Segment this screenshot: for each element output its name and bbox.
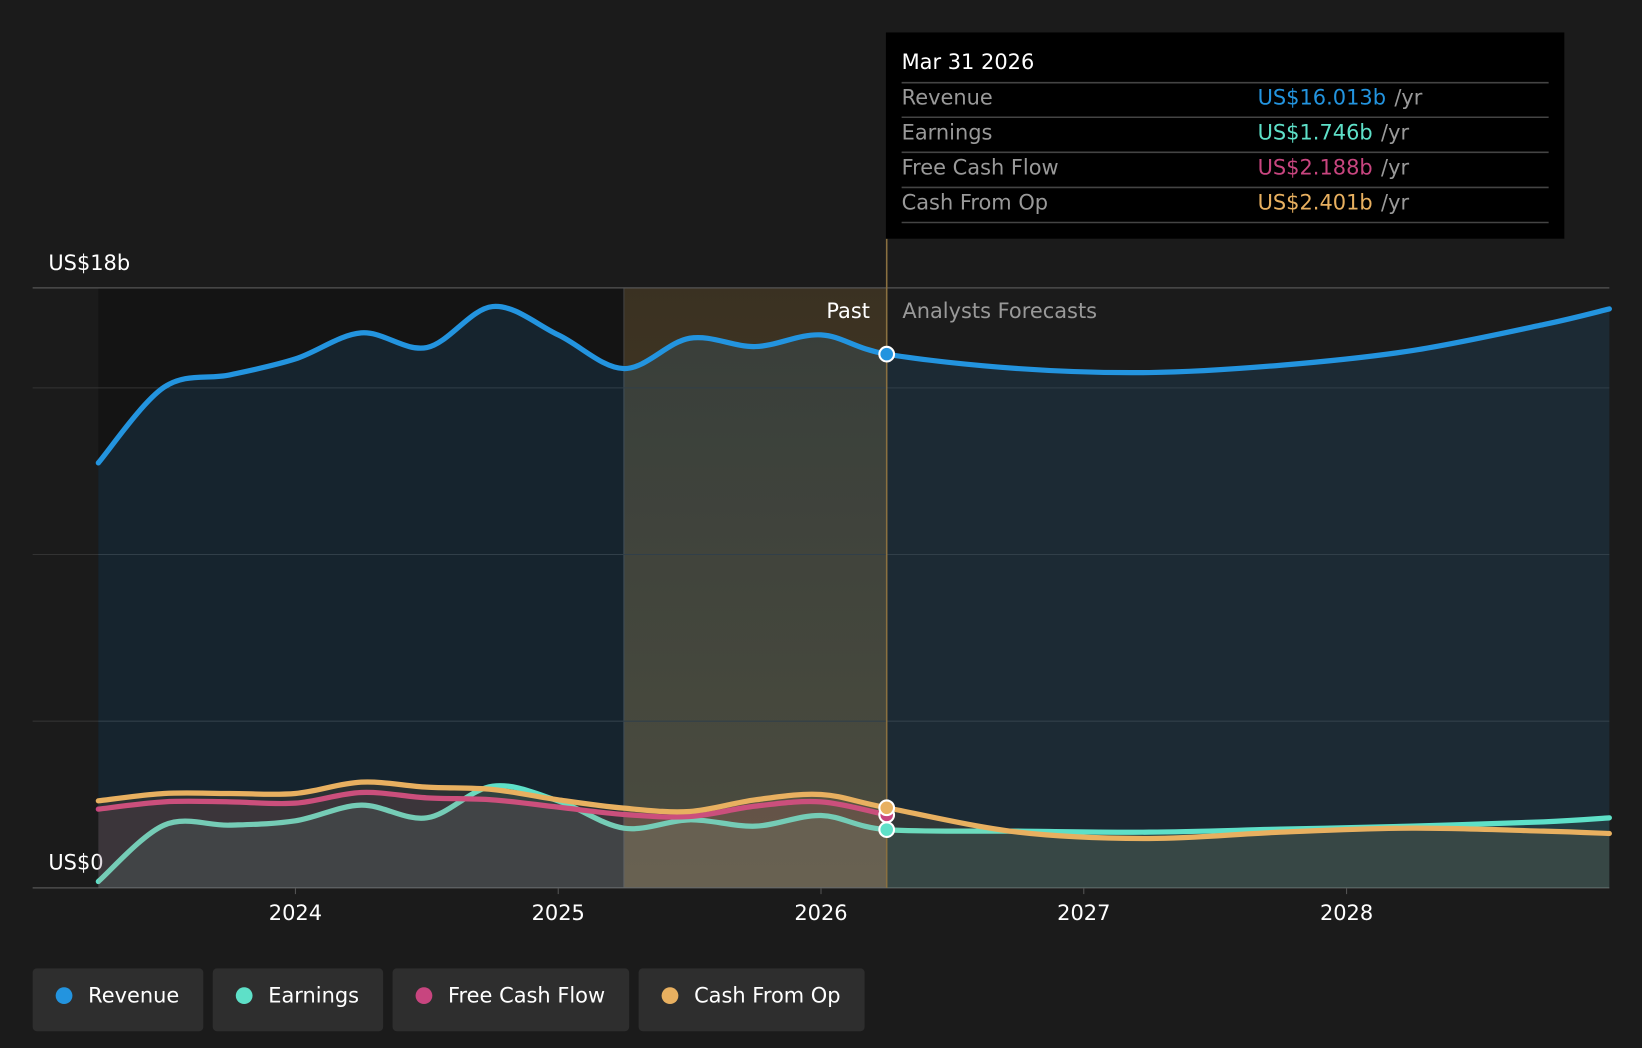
x-tick-label: 2028 [1320,901,1373,925]
legend-button[interactable] [212,968,384,1032]
line [95,303,1612,466]
legend-item[interactable]: Cash From Op [638,968,865,1032]
tooltip-unit: /yr [1381,120,1409,144]
area [98,306,1610,888]
x-tick-label: 2026 [794,901,847,925]
tooltip-box [885,32,1565,239]
point-marker [878,345,896,363]
tooltip-value: US$1.746b/yr [1258,120,1410,144]
tooltip-label: Free Cash Flow [902,156,1059,180]
tooltip-value-text: US$2.188b [1258,156,1373,180]
legend-button[interactable] [638,968,865,1032]
area [98,782,1610,888]
legend-swatch [661,987,679,1005]
tooltip-value: US$2.188b/yr [1258,156,1410,180]
tooltip-value-text: US$2.401b [1258,191,1373,215]
tooltip-unit: /yr [1381,156,1409,180]
area [98,792,887,888]
annotation-forecast: Analysts Forecasts [902,299,1097,323]
legend-label: Cash From Op [694,984,840,1008]
annotation-past: Past [826,299,870,323]
tooltip-unit: /yr [1394,85,1422,109]
line [95,789,890,820]
tooltip-label: Revenue [902,85,993,109]
point-marker [878,799,896,817]
legend-swatch [415,987,433,1005]
x-tick-label: 2027 [1057,901,1110,925]
tooltip-label: Earnings [902,120,993,144]
y-tick-label: US$0 [48,851,103,875]
tooltip-value: US$2.401b/yr [1258,191,1410,215]
tooltip-title: Mar 31 2026 [902,50,1035,74]
line [95,779,1612,842]
legend-label: Free Cash Flow [448,984,605,1008]
tooltip-value-text: US$1.746b [1258,120,1373,144]
y-tick-label: US$18b [48,251,130,275]
tooltip-value: US$16.013b/yr [1258,85,1423,109]
legend-swatch [235,987,253,1005]
legend-item[interactable]: Free Cash Flow [392,968,630,1032]
tooltip-label: Cash From Op [902,191,1048,215]
tooltip-value-text: US$16.013b [1258,85,1386,109]
x-tick-label: 2025 [532,901,585,925]
legend-item[interactable]: Revenue [32,968,204,1032]
x-tick-label: 2024 [269,901,322,925]
legend-item[interactable]: Earnings [212,968,384,1032]
legend-button[interactable] [392,968,630,1032]
tooltip-unit: /yr [1381,191,1409,215]
legend-swatch [55,987,73,1005]
point-marker [878,821,896,839]
area [98,785,1610,888]
legend-label: Revenue [88,984,179,1008]
legend-label: Earnings [268,984,359,1008]
legend-button[interactable] [32,968,204,1032]
